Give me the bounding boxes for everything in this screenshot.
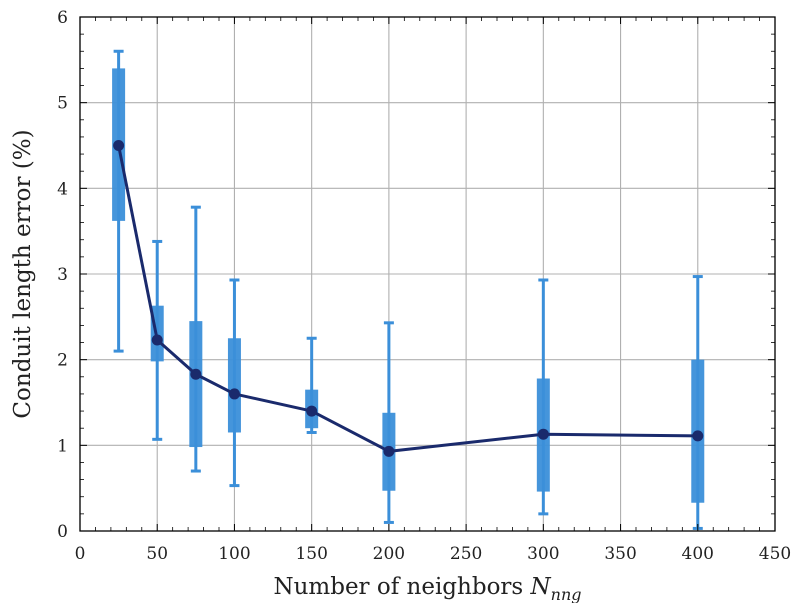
x-tick-label: 150 bbox=[295, 544, 327, 564]
x-tick-label: 250 bbox=[450, 544, 482, 564]
y-tick-label: 3 bbox=[57, 265, 68, 285]
box-series bbox=[112, 49, 705, 530]
x-axis-title-main: Number of neighbors bbox=[273, 574, 530, 600]
median-line-series bbox=[113, 140, 704, 457]
y-tick-label: 4 bbox=[57, 179, 68, 199]
x-tick-label: 350 bbox=[604, 544, 636, 564]
series-marker bbox=[190, 368, 202, 380]
series-marker bbox=[306, 405, 318, 417]
y-tick-label: 6 bbox=[57, 8, 68, 28]
x-axis-title-symbol: N bbox=[530, 574, 552, 600]
series-marker bbox=[151, 334, 163, 346]
series-marker bbox=[692, 430, 704, 442]
y-tick-label: 2 bbox=[57, 351, 68, 371]
series-marker bbox=[537, 428, 549, 440]
tick-labels: 0 50 100 150 200 250 300 350 400 450 0 1 2 3 4 5 6 bbox=[57, 8, 791, 564]
x-tick-label: 200 bbox=[373, 544, 405, 564]
x-tick-label: 100 bbox=[218, 544, 250, 564]
x-tick-label: 300 bbox=[527, 544, 559, 564]
x-tick-label: 50 bbox=[146, 544, 168, 564]
x-axis-title: Number of neighbors Nnng bbox=[273, 574, 581, 603]
series-line bbox=[117, 145, 698, 453]
series-marker bbox=[228, 388, 240, 400]
x-tick-label: 400 bbox=[682, 544, 714, 564]
y-axis-title: Conduit length error (%) bbox=[10, 129, 36, 418]
y-tick-label: 5 bbox=[57, 94, 68, 114]
y-tick-label: 0 bbox=[57, 522, 68, 542]
series-marker bbox=[113, 140, 125, 151]
ticks bbox=[79, 16, 776, 532]
iqr-box bbox=[189, 321, 203, 448]
y-tick-label: 1 bbox=[57, 436, 68, 456]
x-tick-label: 450 bbox=[759, 544, 791, 564]
x-axis-title-subscript: nng bbox=[551, 585, 582, 603]
iqr-box bbox=[227, 338, 241, 433]
x-tick-label: 0 bbox=[75, 544, 86, 564]
series-marker bbox=[383, 445, 395, 457]
